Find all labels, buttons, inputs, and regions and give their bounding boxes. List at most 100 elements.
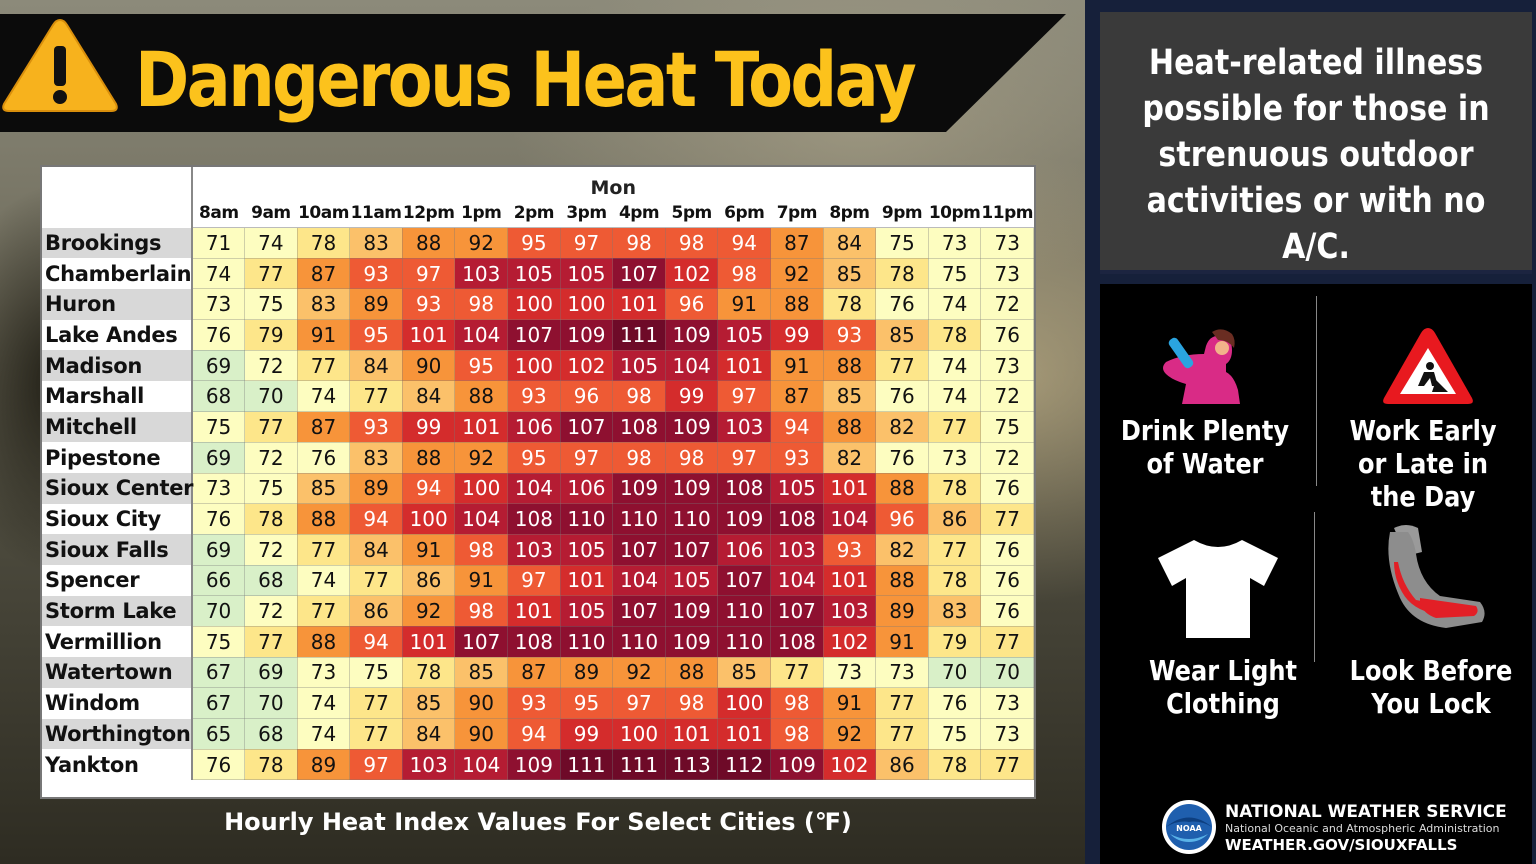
heat-index-cell: 74 (191, 257, 246, 290)
heat-index-cell: 98 (770, 718, 824, 750)
heat-index-cell: 88 (875, 472, 929, 505)
heat-index-cell: 109 (664, 319, 719, 351)
table-row: Watertown 67 69 73 75 78 85 87 89 92 88 85 77 73 73 70 7… (42, 656, 1034, 689)
hour-header: 6pm (717, 199, 771, 228)
heat-index-cell: 105 (507, 257, 561, 290)
city-label: Brookings (42, 227, 193, 259)
city-label: Yankton (42, 749, 193, 780)
heat-index-cell: 82 (875, 533, 929, 566)
heat-index-cell: 102 (664, 257, 719, 290)
heat-index-cell: 103 (401, 748, 456, 781)
heat-index-cell: 91 (875, 625, 929, 658)
heat-index-cell: 73 (980, 718, 1034, 750)
city-label: Sioux City (42, 503, 193, 535)
city-label: Huron (42, 288, 193, 320)
heat-index-cell: 106 (507, 411, 561, 443)
table-row: Pipestone 69 72 76 83 88 92 95 97 98 98 97 93 82 76 73 7… (42, 441, 1034, 474)
heat-index-cell: 110 (559, 625, 614, 658)
heat-index-cell: 94 (770, 411, 824, 443)
heat-index-cell: 86 (927, 503, 982, 535)
heat-index-cell: 73 (980, 227, 1034, 259)
heat-index-cell: 76 (927, 687, 982, 719)
day-header: Mon (590, 177, 637, 199)
heat-index-cell: 74 (296, 687, 351, 719)
heat-index-cell: 109 (664, 625, 719, 658)
heat-index-cell: 75 (927, 257, 982, 290)
heat-index-cell: 104 (454, 503, 509, 535)
message-box: Heat-related illness possible for those … (1100, 12, 1532, 274)
heat-index-cell: 97 (612, 687, 666, 719)
heat-index-cell: 109 (664, 472, 719, 505)
city-label: Pipestone (42, 442, 193, 473)
heat-index-cell: 99 (770, 319, 824, 351)
heat-index-cell: 68 (191, 380, 246, 413)
heat-index-cell: 88 (401, 227, 456, 259)
heat-index-cell: 65 (191, 718, 246, 750)
heat-index-cell: 93 (507, 687, 561, 719)
heat-index-cell: 96 (559, 380, 614, 413)
heat-index-cell: 101 (664, 718, 719, 750)
heat-index-cell: 100 (717, 687, 772, 719)
heat-index-cell: 98 (612, 441, 666, 474)
heat-index-cell: 74 (927, 380, 982, 413)
city-label: Marshall (42, 380, 193, 412)
heat-index-cell: 109 (507, 748, 561, 781)
heat-index-cell: 86 (401, 564, 456, 597)
heat-index-cell: 85 (401, 687, 456, 719)
hour-header: 9pm (875, 199, 929, 228)
heat-index-cell: 78 (927, 472, 982, 505)
heat-index-cell: 75 (927, 718, 982, 750)
heat-index-cell: 77 (927, 411, 982, 443)
heat-index-cell: 75 (244, 472, 298, 505)
heat-index-cell: 101 (822, 472, 877, 505)
heat-index-cell: 70 (191, 595, 246, 627)
heat-index-cell: 107 (612, 533, 666, 566)
heat-index-table: Mon 8am 9am 10am 11am 12pm 1pm 2pm 3pm 4pm 5pm 6pm… (40, 165, 1036, 799)
heat-index-cell: 76 (875, 380, 929, 413)
hour-header: 8am (192, 199, 245, 228)
hour-header: 3pm (560, 199, 613, 228)
heat-index-cell: 107 (507, 319, 561, 351)
heat-index-cell: 67 (191, 656, 246, 689)
heat-index-cell: 74 (296, 380, 351, 413)
heat-index-cell: 91 (454, 564, 509, 597)
heat-index-cell: 103 (717, 411, 772, 443)
heat-index-cell: 69 (191, 533, 246, 566)
heat-index-cell: 75 (191, 625, 246, 658)
heat-index-cell: 83 (296, 288, 351, 321)
hour-header: 10am (297, 199, 350, 228)
heat-index-cell: 68 (244, 564, 298, 597)
heat-index-cell: 100 (454, 472, 509, 505)
drink-water-icon (1163, 329, 1240, 404)
heat-index-cell: 89 (349, 288, 403, 321)
city-label: Windom (42, 687, 193, 719)
nws-subtitle: National Oceanic and Atmospheric Adminis… (1225, 822, 1500, 835)
table-corner (42, 167, 193, 228)
heat-index-cell: 111 (612, 319, 666, 351)
heat-index-cell: 100 (507, 288, 561, 321)
heat-index-cell: 82 (875, 411, 929, 443)
heat-index-cell: 88 (822, 349, 877, 382)
table-row: Marshall 68 70 74 77 84 88 93 96 98 99 97 87 85 76 74 72 (42, 380, 1034, 413)
heat-index-cell: 103 (454, 257, 509, 290)
heat-index-cell: 76 (875, 441, 929, 474)
heat-index-cell: 92 (454, 227, 509, 259)
heat-index-cell: 73 (191, 472, 246, 505)
heat-index-cell: 107 (612, 257, 666, 290)
nws-website[interactable]: WEATHER.GOV/SIOUXFALLS (1225, 836, 1458, 854)
heat-index-cell: 112 (717, 748, 772, 781)
heat-index-cell: 76 (875, 288, 929, 321)
heat-index-cell: 77 (927, 533, 982, 566)
heat-index-cell: 69 (191, 349, 246, 382)
heat-index-cell: 98 (664, 441, 719, 474)
t-shirt-icon (1158, 540, 1278, 638)
heat-index-cell: 105 (559, 257, 614, 290)
city-label: Lake Andes (42, 319, 193, 351)
heat-index-cell: 86 (349, 595, 403, 627)
heat-index-cell: 101 (454, 411, 509, 443)
heat-index-cell: 70 (927, 656, 982, 689)
heat-index-cell: 70 (244, 687, 298, 719)
heat-index-cell: 109 (717, 503, 772, 535)
table-row: Spencer 66 68 74 77 86 91 97 101 104 105 107 104 101 8… (42, 564, 1034, 597)
heat-index-cell: 73 (875, 656, 929, 689)
